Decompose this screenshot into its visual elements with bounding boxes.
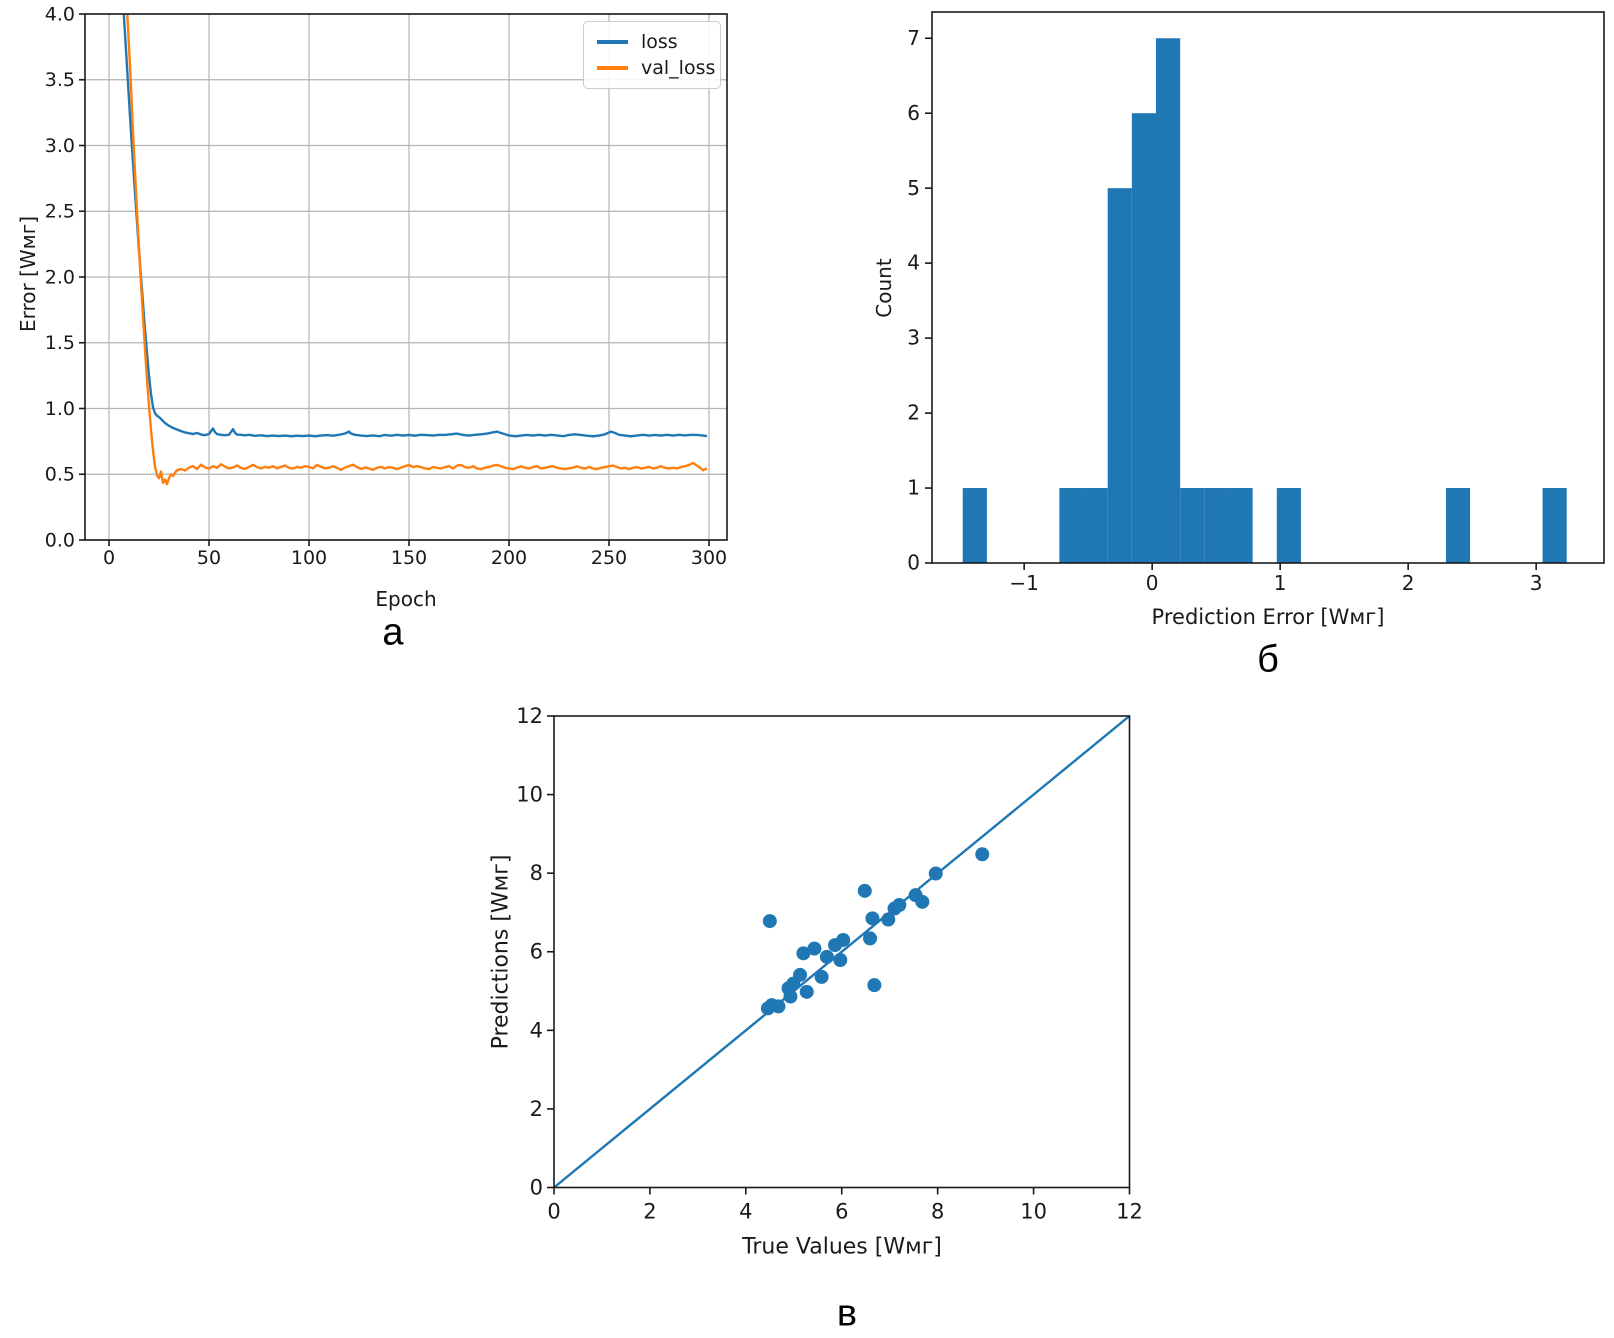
svg-text:8: 8 xyxy=(530,861,543,885)
histogram-ylabel: Count xyxy=(872,258,896,318)
scatter-ylabel: Predictions [Wмг] xyxy=(488,854,514,1050)
svg-text:10: 10 xyxy=(516,783,543,807)
tick-labels: 0 50 100 150 200 250 300 0.0 0.5 1.0 1.5 2.0 2.5 3.0 3… xyxy=(45,3,727,569)
svg-text:0: 0 xyxy=(907,551,920,575)
svg-text:200: 200 xyxy=(491,547,527,569)
svg-text:50: 50 xyxy=(197,547,221,569)
svg-text:4: 4 xyxy=(907,251,920,275)
svg-text:2.0: 2.0 xyxy=(45,266,75,288)
val_loss-line xyxy=(126,14,708,486)
tick-labels: −1 0 1 2 3 0 1 2 3 4 5 6 7 xyxy=(907,26,1542,595)
legend-label-loss: loss xyxy=(641,31,678,53)
svg-text:−1: −1 xyxy=(1009,571,1038,595)
subfigure-caption-b: б xyxy=(1257,638,1279,681)
predictions-vs-true-plot-area xyxy=(554,716,1130,1188)
svg-text:0: 0 xyxy=(1146,571,1159,595)
subfigure-caption-a: а xyxy=(382,611,404,654)
svg-text:7: 7 xyxy=(907,26,920,50)
loss-chart-xlabel: Epoch xyxy=(375,587,437,611)
loss-chart-ylabel: Error [Wмг] xyxy=(16,215,40,333)
svg-text:4: 4 xyxy=(530,1018,543,1042)
histogram-xlabel: Prediction Error [Wмг] xyxy=(1151,605,1385,629)
val-loss-line-swatch xyxy=(597,66,628,70)
error-histogram: −1 0 1 2 3 0 1 2 3 4 5 6 7 xyxy=(907,11,1605,595)
svg-text:2: 2 xyxy=(907,401,920,425)
axis-ticks xyxy=(925,37,1537,570)
svg-text:100: 100 xyxy=(291,547,327,569)
svg-text:5: 5 xyxy=(907,176,920,200)
axis-ticks xyxy=(79,13,710,546)
legend: loss val_loss xyxy=(583,21,721,89)
subfigure-caption-v: в xyxy=(836,1292,858,1335)
svg-text:6: 6 xyxy=(835,1200,848,1224)
svg-text:0: 0 xyxy=(547,1200,560,1224)
svg-text:2: 2 xyxy=(530,1097,543,1121)
svg-text:2.5: 2.5 xyxy=(45,201,75,223)
scatter-points xyxy=(760,847,990,1016)
svg-text:3.5: 3.5 xyxy=(45,69,75,91)
svg-text:3: 3 xyxy=(1530,571,1543,595)
legend-item-loss: loss xyxy=(597,31,707,53)
plot-spines xyxy=(84,13,728,541)
svg-text:0.5: 0.5 xyxy=(45,464,75,486)
legend-label-val-loss: val_loss xyxy=(641,57,716,79)
svg-text:8: 8 xyxy=(931,1200,944,1224)
svg-text:1: 1 xyxy=(907,476,920,500)
plot-spines xyxy=(553,715,1131,1189)
svg-text:2: 2 xyxy=(643,1200,656,1224)
svg-text:0: 0 xyxy=(530,1175,543,1199)
axis-ticks xyxy=(547,715,1131,1195)
grid-lines xyxy=(85,13,727,541)
svg-text:1.5: 1.5 xyxy=(45,332,75,354)
predictions-vs-true: 0 2 4 6 8 10 12 0 2 4 6 8 10 12 xyxy=(516,704,1143,1224)
loss-chart-plot-area xyxy=(122,14,708,486)
svg-text:6: 6 xyxy=(530,940,543,964)
loss-line xyxy=(122,14,708,438)
svg-text:12: 12 xyxy=(1116,1200,1143,1224)
svg-text:6: 6 xyxy=(907,101,920,125)
loss-line-swatch xyxy=(597,40,628,44)
svg-text:0: 0 xyxy=(103,547,115,569)
svg-text:3.0: 3.0 xyxy=(45,135,75,157)
svg-text:250: 250 xyxy=(591,547,627,569)
loss-chart: 0 50 100 150 200 250 300 0.0 0.5 1.0 1.5 2.0 2.5 3.0 3… xyxy=(45,3,728,569)
svg-text:1: 1 xyxy=(1274,571,1287,595)
identity-line xyxy=(554,716,1130,1188)
error-histogram-plot-area xyxy=(962,38,1567,563)
svg-text:10: 10 xyxy=(1020,1200,1047,1224)
svg-text:1.0: 1.0 xyxy=(45,398,75,420)
svg-text:3: 3 xyxy=(907,326,920,350)
legend-item-val-loss: val_loss xyxy=(597,57,715,79)
plot-spines xyxy=(931,11,1605,564)
svg-text:300: 300 xyxy=(691,547,727,569)
svg-text:0.0: 0.0 xyxy=(45,529,75,551)
tick-labels: 0 2 4 6 8 10 12 0 2 4 6 8 10 12 xyxy=(516,704,1143,1224)
scatter-xlabel: True Values [Wмг] xyxy=(742,1234,942,1260)
histogram-bars xyxy=(962,38,1567,563)
svg-text:4.0: 4.0 xyxy=(45,3,75,25)
svg-text:150: 150 xyxy=(391,547,427,569)
svg-text:2: 2 xyxy=(1402,571,1415,595)
svg-text:12: 12 xyxy=(516,704,543,728)
svg-text:4: 4 xyxy=(739,1200,752,1224)
